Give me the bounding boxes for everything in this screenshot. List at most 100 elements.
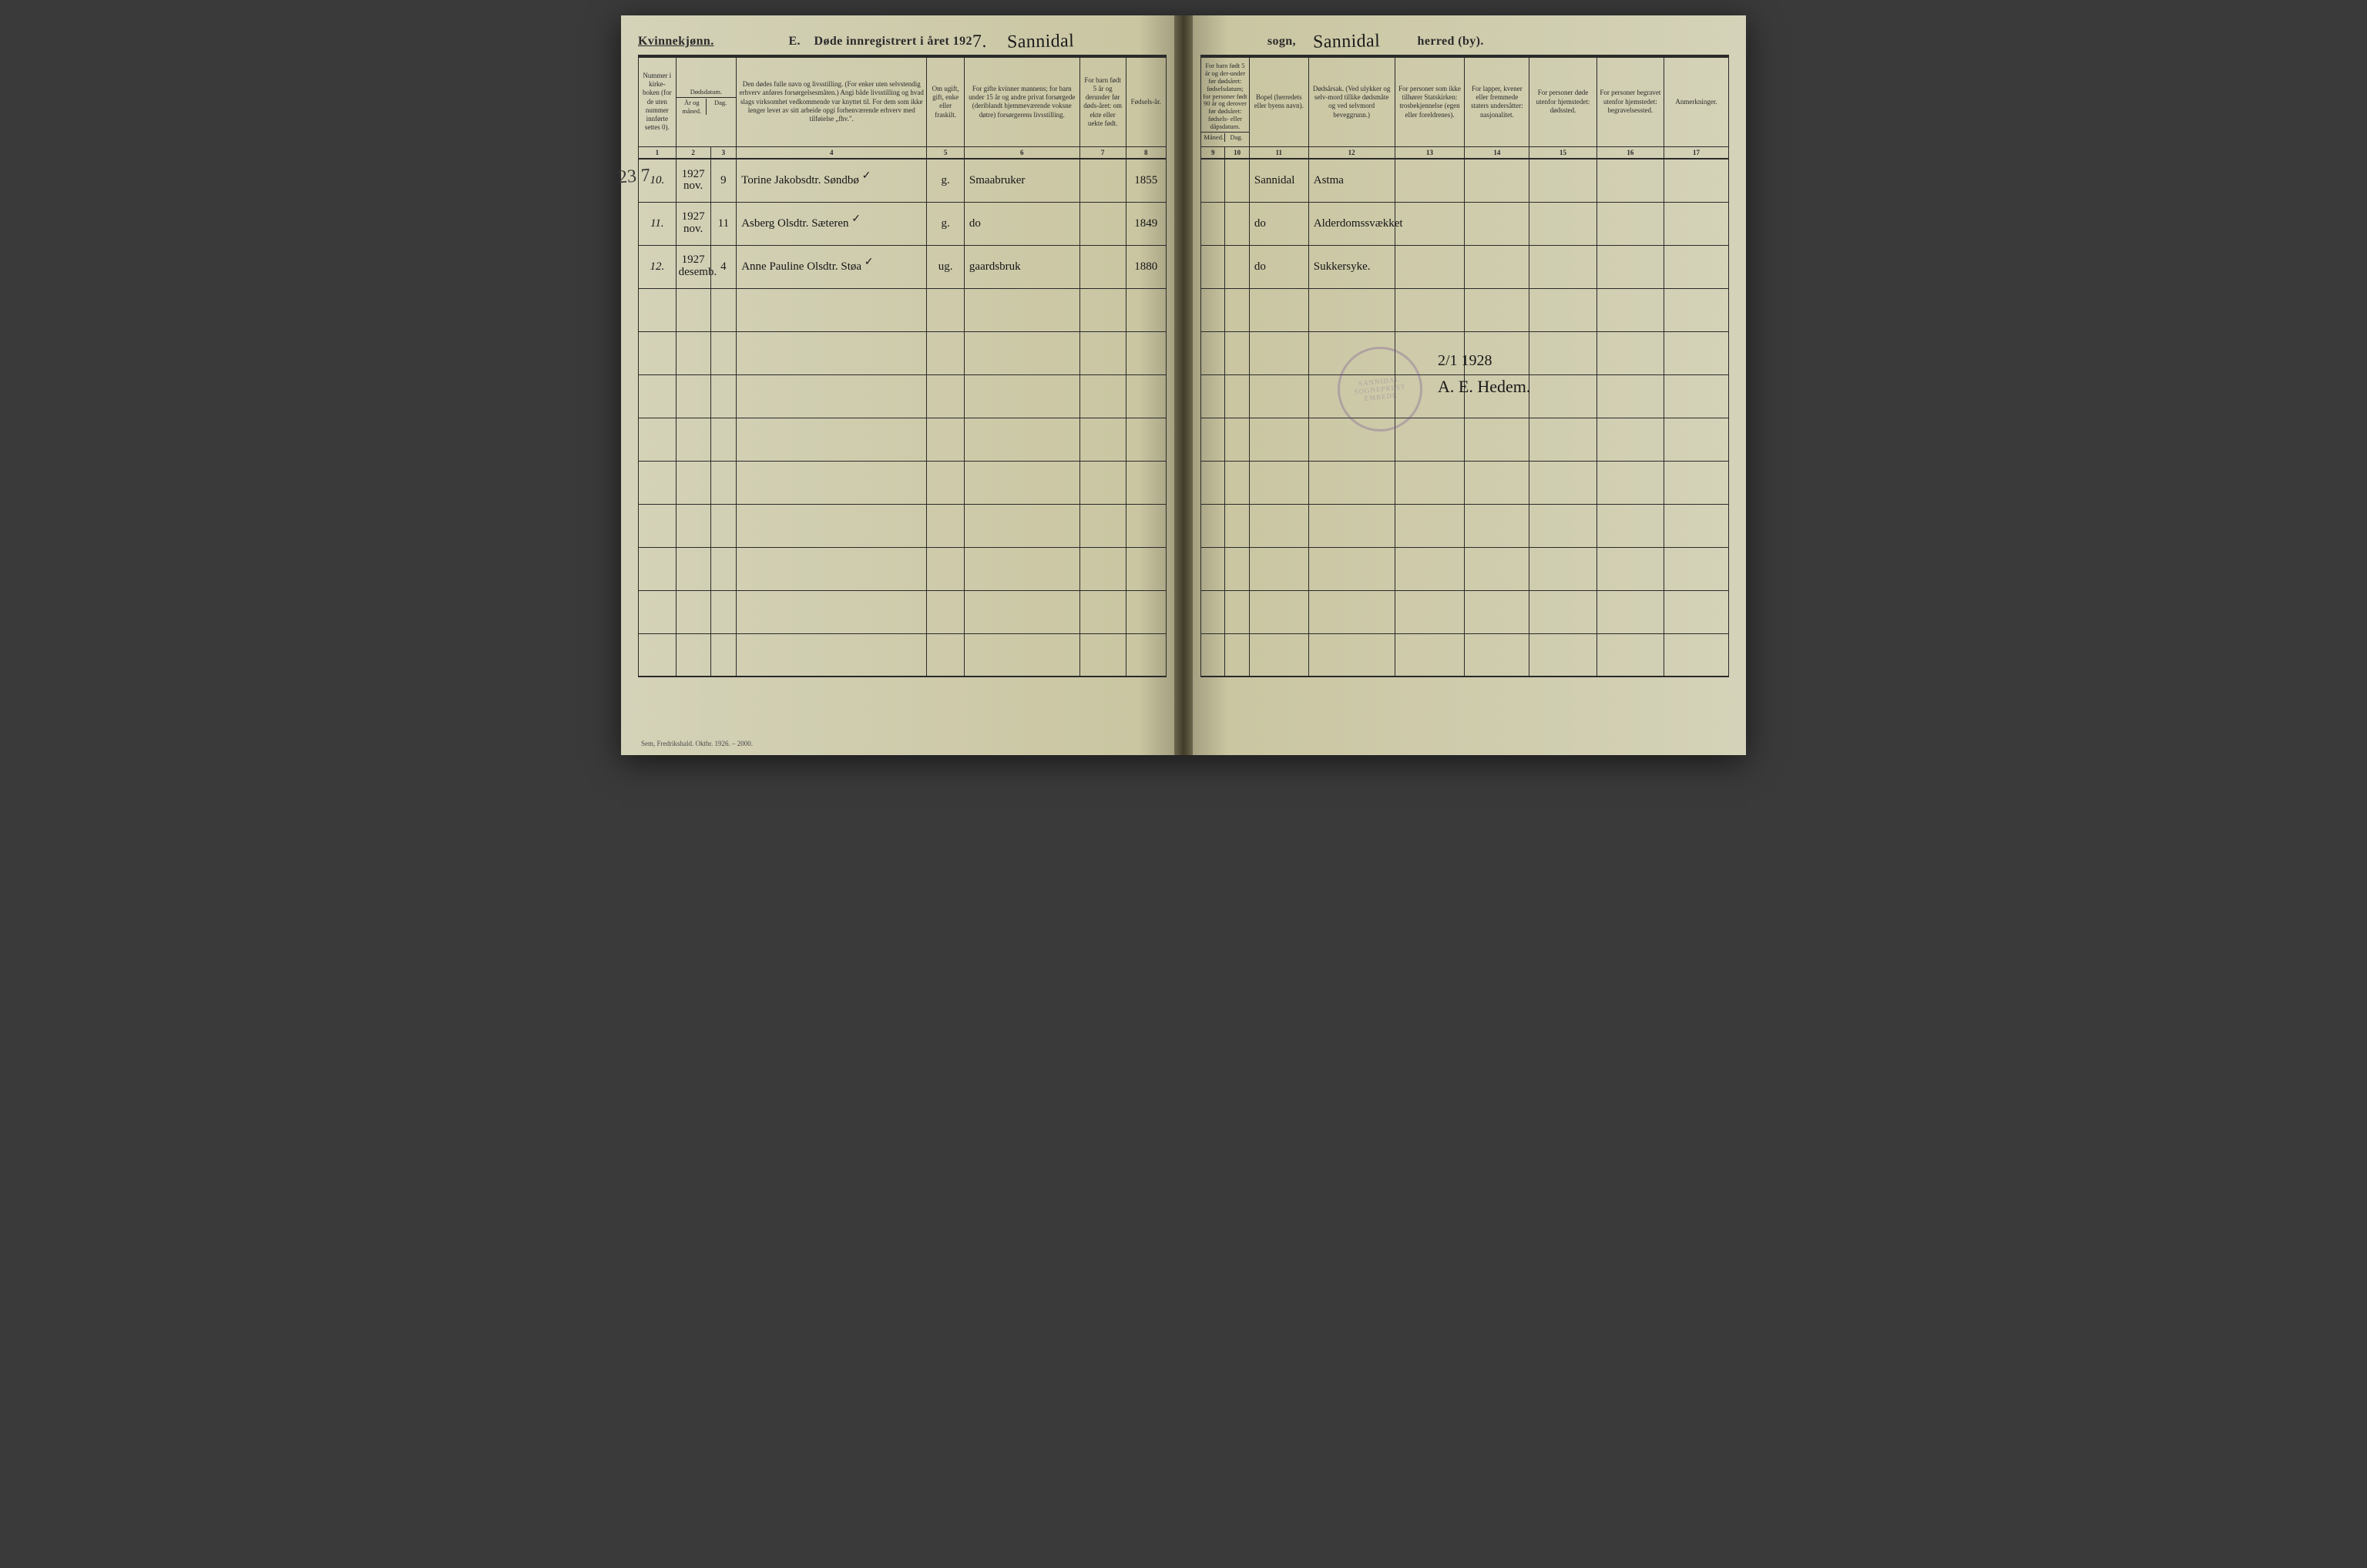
colnum-5: 5: [927, 146, 965, 159]
col-4-header: Den dødes fulle navn og livsstilling. (F…: [737, 57, 927, 146]
table-row-blank: [1201, 547, 1729, 590]
marital-status: ug.: [927, 245, 965, 288]
check-mark: ✓: [851, 213, 861, 225]
year-month-sub: År og måned.: [678, 99, 707, 115]
colnum-11: 11: [1249, 146, 1308, 159]
signature-block: 2/1 1928 A. E. Hedem.: [1438, 348, 1530, 400]
table-row-blank: [639, 288, 1167, 331]
colnum-2: 2: [676, 146, 710, 159]
table-row: 11.1927 nov.11Asberg Olsdtr. Sæteren ✓g.…: [639, 202, 1167, 245]
left-header: Kvinnekjønn. E. Døde innregistrert i åre…: [638, 29, 1167, 50]
birth-year: 1880: [1126, 245, 1166, 288]
burial-place: [1596, 245, 1664, 288]
place-of-death: [1529, 245, 1596, 288]
death-day: 11: [710, 202, 737, 245]
col-11-header: Bopel (herredets eller byens navn).: [1249, 57, 1308, 146]
burial-place: [1596, 202, 1664, 245]
col-2-3-header: Dødsdatum. År og måned. Dag.: [676, 57, 737, 146]
table-row: 12.1927 desemb.4Anne Pauline Olsdtr. Stø…: [639, 245, 1167, 288]
colnum-14: 14: [1465, 146, 1529, 159]
signature-date: 2/1 1928: [1438, 348, 1530, 373]
month-sub: Måned.: [1203, 133, 1225, 142]
legitimacy: [1079, 245, 1126, 288]
occupation: Smaabruker: [964, 159, 1079, 202]
table-row-blank: [1201, 418, 1729, 461]
legitimacy: [1079, 202, 1126, 245]
table-row-blank: [639, 418, 1167, 461]
cause-of-death: Sukkersyke.: [1308, 245, 1395, 288]
herred-label: herred (by).: [1418, 35, 1484, 48]
birth-month: [1201, 202, 1225, 245]
colnum-13: 13: [1395, 146, 1465, 159]
right-page: sogn, Sannidal herred (by). For barn fød…: [1184, 15, 1746, 755]
residence: Sannidal: [1249, 159, 1308, 202]
death-day: 9: [710, 159, 737, 202]
residence: do: [1249, 202, 1308, 245]
birth-day: [1225, 245, 1249, 288]
residence: do: [1249, 245, 1308, 288]
register-table-left: Nummer i kirke-boken (for de uten nummer…: [638, 56, 1167, 677]
col-7-header: For barn født 5 år og derunder før døds-…: [1079, 57, 1126, 146]
table-row: 10.1927 nov.9Torine Jakobsdtr. Søndbø ✓g…: [639, 159, 1167, 202]
colnum-17: 17: [1664, 146, 1729, 159]
table-row-blank: [639, 633, 1167, 677]
colnum-12: 12: [1308, 146, 1395, 159]
series-letter: E.: [788, 35, 800, 48]
day-sub-r: Dag.: [1225, 133, 1247, 142]
marital-status: g.: [927, 159, 965, 202]
check-mark: ✓: [862, 170, 871, 182]
colnum-3: 3: [710, 146, 737, 159]
parish-handwritten: Sannidal: [1007, 31, 1075, 53]
colnum-10: 10: [1225, 146, 1249, 159]
marital-status: g.: [927, 202, 965, 245]
burial-place: [1596, 159, 1664, 202]
remarks: [1664, 159, 1729, 202]
col-9-10-header: For barn født 5 år og der-under før døds…: [1201, 57, 1250, 146]
entry-number: 12.: [639, 245, 677, 288]
occupation: gaardsbruk: [964, 245, 1079, 288]
col-16-header: For personer begravet utenfor hjemstedet…: [1596, 57, 1664, 146]
book-spine: [1174, 15, 1193, 755]
margin-annotation: 23 7: [617, 166, 651, 189]
nationality: [1465, 159, 1529, 202]
table-row: SannidalAstma: [1201, 159, 1729, 202]
col-5-header: Om ugift, gift, enke eller fraskilt.: [927, 57, 965, 146]
confession: [1395, 245, 1465, 288]
deceased-name: Asberg Olsdtr. Sæteren ✓: [737, 202, 927, 245]
col-8-header: Fødsels-år.: [1126, 57, 1166, 146]
col-14-header: For lapper, kvener eller fremmede stater…: [1465, 57, 1529, 146]
death-year-month: 1927 nov.: [676, 202, 710, 245]
place-of-death: [1529, 159, 1596, 202]
death-year-month: 1927 desemb.: [676, 245, 710, 288]
district-handwritten: Sannidal: [1313, 31, 1381, 53]
death-year-month: 1927 nov.: [676, 159, 710, 202]
cause-of-death: Alderdomssvækket: [1308, 202, 1395, 245]
birth-date-header: For barn født 5 år og der-under før døds…: [1201, 62, 1249, 133]
remarks: [1664, 202, 1729, 245]
birth-year: 1849: [1126, 202, 1166, 245]
sogn-label: sogn,: [1267, 35, 1296, 48]
legitimacy: [1079, 159, 1126, 202]
table-row-blank: [639, 374, 1167, 418]
right-header: sogn, Sannidal herred (by).: [1200, 29, 1729, 50]
col-1-header: Nummer i kirke-boken (for de uten nummer…: [639, 57, 677, 146]
table-row-blank: [1201, 590, 1729, 633]
remarks: [1664, 245, 1729, 288]
place-of-death: [1529, 202, 1596, 245]
deceased-name: Anne Pauline Olsdtr. Støa ✓: [737, 245, 927, 288]
col-17-header: Anmerkninger.: [1664, 57, 1729, 146]
day-sub: Dag.: [707, 99, 734, 115]
year-handwritten: 7.: [972, 32, 987, 52]
birth-month: [1201, 159, 1225, 202]
colnum-8: 8: [1126, 146, 1166, 159]
colnum-9: 9: [1201, 146, 1225, 159]
cause-of-death: Astma: [1308, 159, 1395, 202]
check-mark: ✓: [865, 257, 874, 268]
table-row: doSukkersyke.: [1201, 245, 1729, 288]
nationality: [1465, 245, 1529, 288]
birth-day: [1225, 159, 1249, 202]
gender-heading: Kvinnekjønn.: [638, 35, 714, 48]
entry-number: 11.: [639, 202, 677, 245]
table-row-blank: [639, 547, 1167, 590]
printer-footer: Sem, Fredrikshald. Oktbr. 1926. – 2000.: [641, 740, 753, 747]
